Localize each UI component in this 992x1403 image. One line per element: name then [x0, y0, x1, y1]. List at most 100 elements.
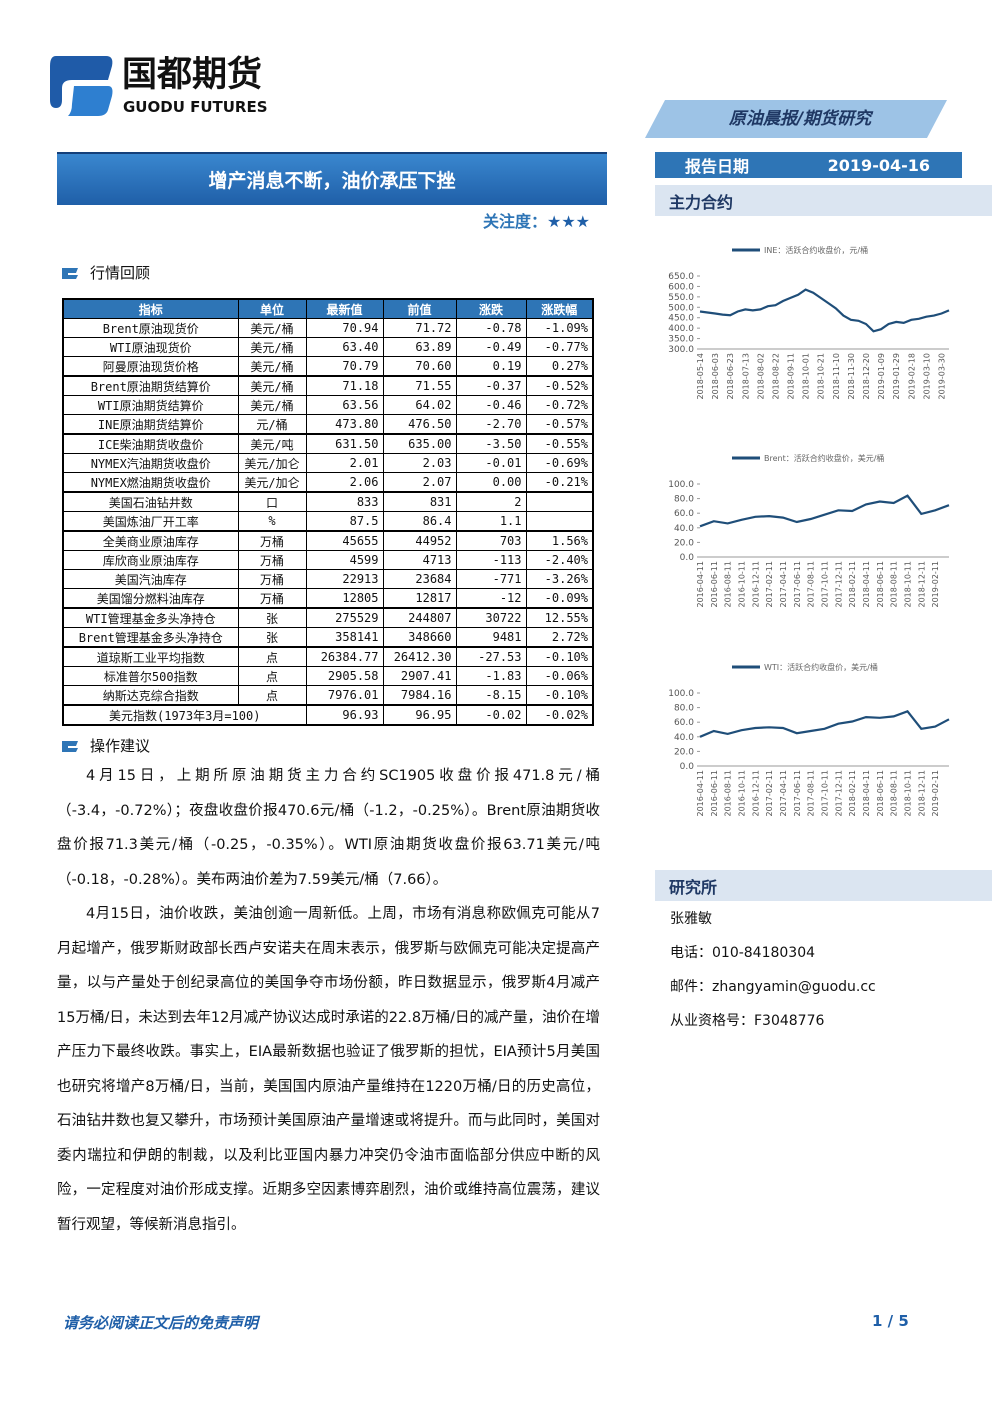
- chart: Brent：活跃合约收盘价，美元/桶 0.0 20.0 40.0 60.0 80.0 100…: [668, 453, 950, 608]
- x-tick-label: 2019-01-29: [892, 353, 901, 400]
- table-cell: 万桶: [237, 569, 307, 589]
- table-cell: 12817: [382, 588, 457, 609]
- table-cell: 631.50: [305, 433, 384, 454]
- table-cell: 美元指数(1973年3月=100): [62, 704, 307, 726]
- tag-text: 原油晨报/期货研究: [728, 109, 874, 129]
- x-tick-label: 2016-04-11: [696, 561, 705, 608]
- tag-banner: 原油晨报/期货研究: [645, 100, 947, 138]
- table-cell: -771: [455, 569, 527, 589]
- table-cell: -0.21%: [525, 472, 594, 493]
- title: 增产消息不断，油价承压下挫: [208, 170, 456, 192]
- table-cell: -0.10%: [525, 646, 594, 667]
- table-cell: 70.60: [382, 356, 457, 377]
- table-cell: -0.77%: [525, 337, 594, 357]
- sidebar-title-text: 主力合约: [669, 192, 734, 212]
- table-cell: 348660: [382, 627, 457, 648]
- table-cell: 美元/桶: [237, 318, 307, 338]
- table-cell: 9481: [455, 627, 527, 648]
- y-tick-label: 100.0: [668, 689, 694, 699]
- y-tick-label: 20.0: [674, 538, 694, 548]
- table-cell: 2.03: [382, 453, 457, 473]
- table-cell: 635.00: [382, 433, 457, 454]
- table-cell: -0.69%: [525, 453, 594, 473]
- table-cell: 美元/桶: [237, 375, 307, 396]
- table-cell: 833: [305, 491, 384, 512]
- table-cell: 70.79: [305, 356, 384, 377]
- table-cell: 71.55: [382, 375, 457, 396]
- research-title: 研究所: [655, 870, 992, 901]
- tag-bg: [645, 100, 947, 138]
- table-cell: 点: [237, 685, 307, 706]
- table-cell: 703: [455, 530, 527, 551]
- table-cell: 71.72: [382, 318, 457, 338]
- x-tick-label: 2017-04-11: [779, 561, 788, 608]
- table-cell: -0.02%: [525, 704, 594, 726]
- phone: 电话：010-84180304: [670, 945, 816, 961]
- table-cell: -1.09%: [525, 318, 594, 338]
- table-cell: 86.4: [382, 511, 457, 532]
- table-cell: -3.50: [455, 433, 527, 454]
- table-cell: 元/桶: [237, 414, 307, 435]
- legend-label: WTI：活跃合约收盘价，美元/桶: [764, 662, 878, 672]
- table-cell: -0.72%: [525, 395, 594, 415]
- table-cell: 7984.16: [382, 685, 457, 706]
- x-tick-label: 2018-08-22: [771, 353, 780, 400]
- table-cell: 63.40: [305, 337, 384, 357]
- y-tick-label: 60.0: [674, 718, 694, 728]
- date: 2019-04-16: [827, 155, 930, 175]
- x-tick-label: 2016-08-11: [724, 561, 733, 608]
- x-tick-label: 2019-03-30: [937, 353, 946, 400]
- table-cell: 美元/桶: [237, 337, 307, 357]
- table-cell: -3.26%: [525, 569, 594, 589]
- chart: INE：活跃合约收盘价，元/桶 300.0350.0400.0450.0500.0…: [668, 245, 950, 400]
- x-tick-label: 2016-12-11: [751, 561, 760, 608]
- table-cell: 96.95: [382, 704, 457, 726]
- table-cell: 7976.01: [305, 685, 384, 706]
- table-cell: 张: [237, 607, 307, 628]
- table-cell: 26384.77: [305, 646, 384, 667]
- table-cell: 0.00: [455, 472, 527, 493]
- x-tick-label: 2018-06-11: [876, 770, 885, 817]
- table-cell: Brent原油期货结算价: [62, 375, 239, 396]
- table-cell: ICE柴油期货收盘价: [62, 433, 239, 454]
- table-cell: 12.55%: [525, 607, 594, 628]
- table-cell: 阿曼原油现货价格: [62, 356, 239, 377]
- table-row: Brent原油现货价 美元/桶 70.94 71.72 -0.78 -1.09%: [62, 318, 594, 338]
- market-table: 指标 单位 最新值 前值 涨跌 涨跌幅 Brent原油现货价 美元/桶 70.94 71.72 -0…: [62, 298, 594, 726]
- disclaimer: 请务必阅读正文后的免责声明: [63, 1314, 259, 1332]
- x-tick-label: 2017-08-11: [807, 770, 816, 817]
- header-cell: 前值: [382, 298, 457, 319]
- x-tick-label: 2019-02-11: [931, 561, 940, 608]
- table-row: 美元指数(1973年3月=100) 96.93 96.95 -0.02 -0.02%: [62, 704, 594, 726]
- table-cell: 45655: [305, 530, 384, 551]
- table-cell: %: [237, 511, 307, 532]
- table-cell: 美国馏分燃料油库存: [62, 588, 239, 609]
- section-advice: 操作建议: [60, 735, 150, 756]
- table-row: ICE柴油期货收盘价 美元/吨 631.50 635.00 -3.50 -0.55%: [62, 433, 594, 454]
- x-tick-label: 2019-01-09: [877, 353, 886, 400]
- line-series: [699, 709, 950, 738]
- table-row: NYMEX燃油期货收盘价 美元/加仑 2.06 2.07 0.00 -0.21%: [62, 472, 594, 493]
- table-cell: 30722: [455, 607, 527, 628]
- table-cell: Brent管理基金多头净持仓: [62, 627, 239, 648]
- table-cell: 2905.58: [305, 666, 384, 686]
- table-cell: 万桶: [237, 530, 307, 551]
- table-cell: 点: [237, 646, 307, 667]
- table-cell: 476.50: [382, 414, 457, 435]
- table-row: 全美商业原油库存 万桶 45655 44952 703 1.56%: [62, 530, 594, 551]
- y-tick-label: 60.0: [674, 509, 694, 519]
- x-tick-label: 2018-06-11: [876, 561, 885, 608]
- x-tick-label: 2017-04-11: [779, 770, 788, 817]
- x-tick-label: 2017-06-11: [793, 561, 802, 608]
- header-cell: 涨跌幅: [525, 298, 594, 319]
- table-cell: 1.1: [455, 511, 527, 532]
- y-tick-label: 500.0: [668, 303, 694, 313]
- x-tick-label: 2018-02-11: [848, 770, 857, 817]
- attention: 关注度：★★★: [483, 208, 590, 232]
- table-cell: 831: [382, 491, 457, 512]
- table-cell: 万桶: [237, 550, 307, 570]
- table-cell: 244807: [382, 607, 457, 628]
- email: 邮件：zhangyamin@guodu.cc: [670, 979, 876, 995]
- x-tick-label: 2018-08-11: [890, 561, 899, 608]
- y-tick-label: 40.0: [674, 733, 694, 743]
